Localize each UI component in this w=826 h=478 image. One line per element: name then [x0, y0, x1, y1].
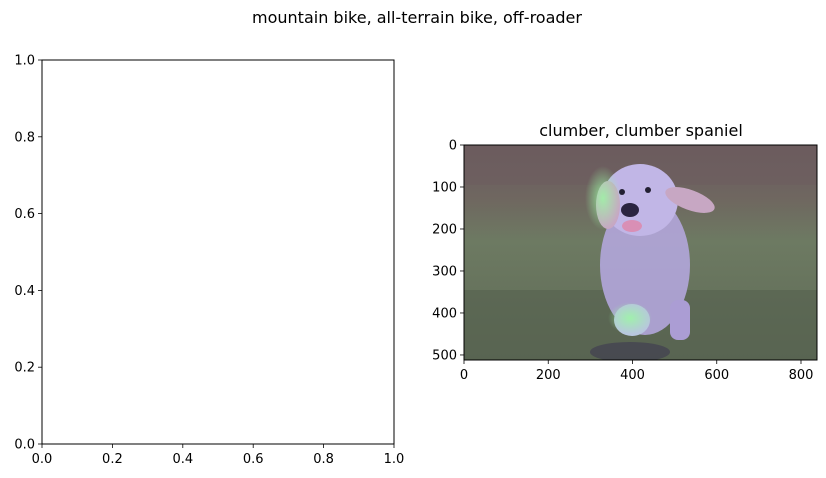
left-y-tick-label: 1.0 — [14, 54, 35, 69]
right-y-tick-label: 200 — [432, 222, 457, 237]
right-y-tick-label: 400 — [432, 306, 457, 321]
left-y-tick-label: 0.6 — [14, 207, 35, 222]
right-y-tick-label: 300 — [432, 264, 457, 279]
left-x-tick-label: 0.8 — [313, 452, 334, 467]
left-x-tick-label: 0.6 — [243, 452, 264, 467]
left-y-tick-label: 0.0 — [14, 438, 35, 453]
left-x-ticks: 0.0 0.2 0.4 0.6 0.8 1.0 — [32, 444, 405, 467]
left-y-tick-label: 0.2 — [14, 361, 35, 376]
heatmap-image — [464, 145, 817, 360]
right-x-tick-label: 600 — [704, 368, 729, 383]
right-y-tick-label: 500 — [432, 348, 457, 363]
right-axes: clumber, clumber spaniel — [432, 121, 818, 383]
figure-suptitle: mountain bike, all-terrain bike, off-roa… — [252, 8, 582, 27]
left-x-tick-label: 0.0 — [32, 452, 53, 467]
left-x-tick-label: 0.4 — [172, 452, 193, 467]
left-y-tick-label: 0.8 — [14, 130, 35, 145]
left-y-ticks: 0.0 0.2 0.4 0.6 0.8 1.0 — [14, 54, 42, 453]
right-axes-frame — [463, 144, 818, 361]
right-x-ticks: 0 200 400 600 800 — [460, 360, 814, 383]
right-y-ticks: 0 100 200 300 400 500 — [432, 139, 464, 363]
right-x-tick-label: 200 — [536, 368, 561, 383]
right-x-tick-label: 400 — [620, 368, 645, 383]
right-y-tick-label: 0 — [449, 139, 457, 154]
left-x-tick-label: 1.0 — [384, 452, 405, 467]
left-x-tick-label: 0.2 — [102, 452, 123, 467]
left-axes: 0.0 0.2 0.4 0.6 0.8 1.0 0.0 0.2 0.4 0.6 0.8 1.0 — [14, 54, 404, 468]
right-x-tick-label: 800 — [789, 368, 814, 383]
right-axes-title: clumber, clumber spaniel — [539, 121, 743, 140]
left-y-tick-label: 0.4 — [14, 284, 35, 299]
left-axes-frame — [41, 59, 395, 445]
right-y-tick-label: 100 — [432, 180, 457, 195]
right-x-tick-label: 0 — [460, 368, 468, 383]
